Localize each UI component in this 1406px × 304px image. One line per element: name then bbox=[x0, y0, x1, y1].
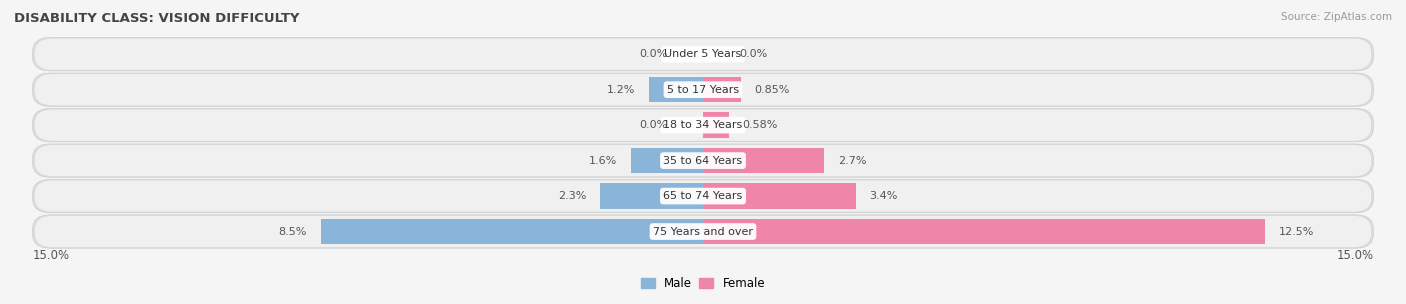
FancyBboxPatch shape bbox=[32, 109, 1374, 142]
Legend: Male, Female: Male, Female bbox=[641, 277, 765, 290]
Text: 3.4%: 3.4% bbox=[869, 191, 898, 201]
Text: 75 Years and over: 75 Years and over bbox=[652, 226, 754, 237]
Text: 12.5%: 12.5% bbox=[1279, 226, 1315, 237]
FancyBboxPatch shape bbox=[32, 38, 1374, 71]
FancyBboxPatch shape bbox=[35, 39, 1371, 70]
Bar bbox=[703, 219, 1265, 244]
Bar bbox=[321, 219, 703, 244]
Text: 0.0%: 0.0% bbox=[740, 49, 768, 59]
FancyBboxPatch shape bbox=[35, 74, 1371, 105]
Text: Source: ZipAtlas.com: Source: ZipAtlas.com bbox=[1281, 12, 1392, 22]
Text: 0.0%: 0.0% bbox=[638, 120, 666, 130]
Bar bbox=[599, 183, 703, 209]
Bar bbox=[703, 183, 856, 209]
Bar bbox=[703, 148, 824, 173]
Text: DISABILITY CLASS: VISION DIFFICULTY: DISABILITY CLASS: VISION DIFFICULTY bbox=[14, 12, 299, 25]
Text: 15.0%: 15.0% bbox=[32, 249, 70, 262]
FancyBboxPatch shape bbox=[32, 215, 1374, 248]
Bar bbox=[650, 77, 703, 102]
FancyBboxPatch shape bbox=[35, 145, 1371, 176]
Text: 18 to 34 Years: 18 to 34 Years bbox=[664, 120, 742, 130]
Text: 0.58%: 0.58% bbox=[742, 120, 778, 130]
Text: 5 to 17 Years: 5 to 17 Years bbox=[666, 85, 740, 95]
FancyBboxPatch shape bbox=[32, 144, 1374, 177]
FancyBboxPatch shape bbox=[35, 216, 1371, 247]
Text: 0.0%: 0.0% bbox=[638, 49, 666, 59]
Text: 0.85%: 0.85% bbox=[755, 85, 790, 95]
Text: 65 to 74 Years: 65 to 74 Years bbox=[664, 191, 742, 201]
Text: 1.2%: 1.2% bbox=[607, 85, 636, 95]
FancyBboxPatch shape bbox=[35, 181, 1371, 212]
Bar bbox=[703, 77, 741, 102]
Text: 1.6%: 1.6% bbox=[589, 156, 617, 166]
FancyBboxPatch shape bbox=[32, 73, 1374, 106]
Text: 2.7%: 2.7% bbox=[838, 156, 866, 166]
Bar bbox=[631, 148, 703, 173]
FancyBboxPatch shape bbox=[35, 109, 1371, 141]
Text: 2.3%: 2.3% bbox=[558, 191, 586, 201]
Text: Under 5 Years: Under 5 Years bbox=[665, 49, 741, 59]
Text: 15.0%: 15.0% bbox=[1336, 249, 1374, 262]
FancyBboxPatch shape bbox=[32, 179, 1374, 213]
Text: 35 to 64 Years: 35 to 64 Years bbox=[664, 156, 742, 166]
Text: 8.5%: 8.5% bbox=[278, 226, 307, 237]
Bar bbox=[703, 112, 730, 138]
